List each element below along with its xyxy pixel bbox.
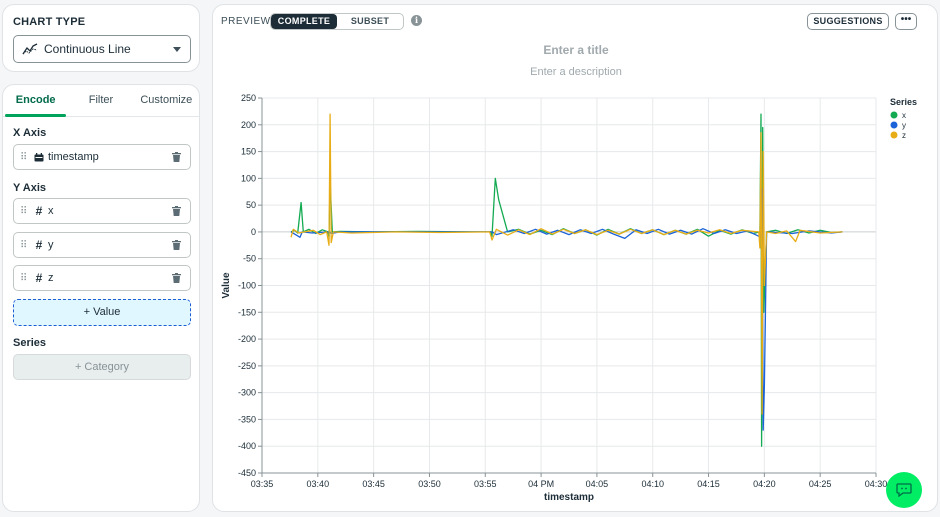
y-tick-label: -300: [238, 388, 256, 398]
y-axis-field-name: x: [48, 205, 54, 217]
x-tick-label: 04:20: [753, 479, 776, 489]
y-tick-label: -200: [238, 334, 256, 344]
series-line-z: [290, 113, 843, 415]
x-tick-label: 03:55: [474, 479, 497, 489]
x-tick-label: 04 PM: [528, 479, 554, 489]
add-category-button[interactable]: + Category: [13, 354, 191, 380]
trash-icon[interactable]: [172, 240, 181, 250]
chat-icon: [896, 483, 912, 497]
chart-legend: Series xyz: [890, 97, 917, 140]
y-tick-label: 50: [246, 200, 256, 210]
trash-icon[interactable]: [172, 152, 181, 162]
line-chart-icon: [22, 43, 38, 55]
y-tick-label: 100: [241, 173, 256, 183]
trash-icon[interactable]: [172, 273, 181, 283]
mode-subset-button[interactable]: SUBSET: [350, 16, 390, 26]
y-axis-field-x[interactable]: ⠿ # x: [13, 198, 191, 224]
series-lines: [290, 113, 843, 447]
encode-panel: Encode Filter Customize X Axis ⠿ timesta…: [2, 84, 200, 512]
y-tick-label: -100: [238, 281, 256, 291]
y-axis-field-y[interactable]: ⠿ # y: [13, 232, 191, 258]
x-axis: 03:35 03:40 03:45 03:50 03:55 04 PM 04:05 04:10…: [251, 473, 888, 489]
x-tick-label: 04:10: [641, 479, 664, 489]
mode-complete-button[interactable]: COMPLETE: [271, 14, 337, 29]
series-heading: Series: [13, 337, 47, 349]
y-axis-field-name: z: [48, 272, 54, 284]
legend-swatch: [890, 131, 898, 139]
x-axis-field[interactable]: ⠿ timestamp: [13, 144, 191, 170]
y-axis-title: Value: [221, 272, 232, 299]
chart-type-label: CHART TYPE: [13, 16, 86, 28]
info-icon[interactable]: i: [411, 15, 422, 26]
y-tick-label: -50: [243, 254, 256, 264]
chart-grid: [261, 97, 877, 474]
suggestions-button[interactable]: SUGGESTIONS: [807, 13, 889, 30]
hash-icon: #: [35, 238, 43, 252]
legend-label: z: [902, 131, 906, 140]
y-tick-label: -400: [238, 441, 256, 451]
mode-toggle: COMPLETE SUBSET: [270, 13, 404, 30]
y-tick-label: -250: [238, 361, 256, 371]
encode-tabs: Encode Filter Customize: [3, 85, 199, 117]
tab-encode[interactable]: Encode: [3, 85, 68, 117]
preview-label: PREVIEW: [221, 16, 271, 27]
y-axis: 250 200 150 100 50 0 -50 -100 -150 -200 -250 -300 -3…: [238, 93, 262, 478]
chart-title-input[interactable]: Enter a title: [543, 43, 609, 57]
calendar-icon: [34, 152, 44, 161]
chart-type-panel: CHART TYPE Continuous Line: [2, 4, 200, 72]
y-axis-field-name: y: [48, 239, 54, 251]
hash-icon: #: [35, 271, 43, 285]
chevron-down-icon: [173, 47, 181, 52]
x-tick-label: 04:05: [586, 479, 609, 489]
x-axis-field-name: timestamp: [48, 151, 99, 163]
chart-type-value: Continuous Line: [44, 42, 131, 56]
drag-handle-icon[interactable]: ⠿: [20, 151, 27, 163]
legend-title: Series: [890, 97, 917, 107]
y-tick-label: 150: [241, 147, 256, 157]
x-tick-label: 04:30: [865, 479, 888, 489]
legend-swatch: [890, 111, 898, 119]
y-tick-label: -450: [238, 468, 256, 478]
y-axis-heading: Y Axis: [13, 182, 47, 194]
x-tick-label: 03:50: [418, 479, 441, 489]
x-tick-label: 04:15: [697, 479, 720, 489]
preview-panel: PREVIEW COMPLETE SUBSET i SUGGESTIONS ••…: [212, 4, 938, 512]
more-options-button[interactable]: •••: [895, 13, 917, 30]
legend-label: y: [902, 121, 906, 130]
chart-description-input[interactable]: Enter a description: [530, 66, 622, 78]
x-tick-label: 04:25: [809, 479, 832, 489]
legend-swatch: [890, 121, 898, 129]
drag-handle-icon[interactable]: ⠿: [20, 205, 27, 217]
y-tick-label: 0: [251, 227, 256, 237]
drag-handle-icon[interactable]: ⠿: [20, 272, 27, 284]
legend-label: x: [902, 111, 906, 120]
x-tick-label: 03:35: [251, 479, 274, 489]
tab-customize[interactable]: Customize: [140, 94, 193, 106]
y-tick-label: -350: [238, 414, 256, 424]
x-axis-title: timestamp: [544, 492, 594, 503]
trash-icon[interactable]: [172, 206, 181, 216]
y-tick-label: -150: [238, 307, 256, 317]
drag-handle-icon[interactable]: ⠿: [20, 239, 27, 251]
x-tick-label: 03:40: [307, 479, 330, 489]
hash-icon: #: [35, 204, 43, 218]
line-chart: 250 200 150 100 50 0 -50 -100 -150 -200 -250 -300 -3…: [221, 93, 917, 503]
y-tick-label: 200: [241, 120, 256, 130]
add-value-button[interactable]: + Value: [13, 299, 191, 326]
chart-type-select[interactable]: Continuous Line: [13, 35, 191, 63]
y-tick-label: 250: [241, 93, 256, 103]
x-axis-heading: X Axis: [13, 127, 47, 139]
chat-button[interactable]: [886, 472, 922, 508]
y-axis-field-z[interactable]: ⠿ # z: [13, 265, 191, 291]
x-tick-label: 03:45: [362, 479, 385, 489]
tab-filter[interactable]: Filter: [88, 94, 114, 106]
